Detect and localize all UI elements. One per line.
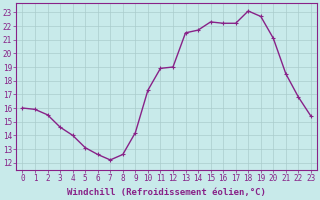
X-axis label: Windchill (Refroidissement éolien,°C): Windchill (Refroidissement éolien,°C) — [67, 188, 266, 197]
